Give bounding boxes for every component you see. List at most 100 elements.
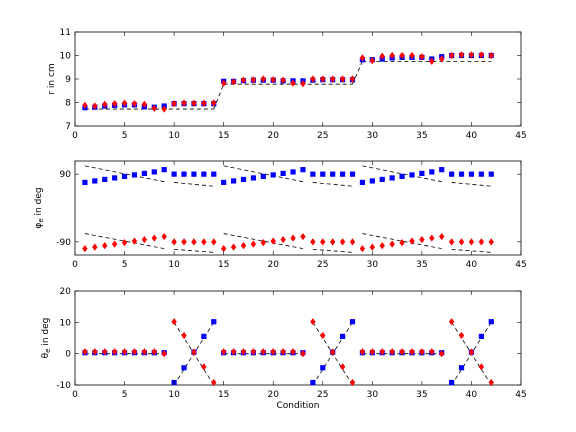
red-diamond-point (181, 331, 187, 340)
red-diamond-point (369, 57, 376, 65)
red-diamond-point (181, 99, 187, 107)
red-diamond-point (111, 348, 118, 356)
blue-square-point (458, 365, 465, 371)
red-diamond-point (151, 234, 157, 242)
red-diamond-point (111, 240, 118, 248)
red-diamond-point (359, 348, 366, 356)
blue-square-point (230, 178, 237, 184)
blue-square-point (131, 172, 138, 178)
blue-square-point (349, 319, 356, 325)
red-diamond-point (369, 348, 376, 356)
red-diamond-point (310, 238, 316, 246)
red-diamond-point (399, 348, 405, 356)
x-tick-label: 25 (317, 260, 328, 270)
red-diamond-point (310, 75, 316, 83)
red-diamond-point (468, 51, 475, 59)
x-tick-label: 20 (267, 131, 279, 141)
red-diamond-point (211, 238, 217, 246)
x-ticks: 0 5 10 15 20 25 30 35 40 45 (72, 291, 527, 400)
red-diamond-point (478, 51, 485, 59)
red-diamond-point (389, 240, 395, 248)
red-diamond-point (161, 350, 167, 358)
red-diamond-point (429, 234, 435, 242)
y-tick-label: 0 (65, 350, 71, 360)
blue-square-point (478, 333, 484, 340)
data-markers (82, 318, 494, 387)
x-tick-label: 40 (466, 390, 478, 400)
red-diamond-point (320, 238, 326, 246)
blue-square-point (300, 167, 306, 173)
red-diamond-point (339, 238, 346, 246)
red-diamond-point (349, 378, 356, 387)
red-diamond-point (211, 99, 217, 107)
y-tick-label: 90 (60, 170, 72, 180)
x-tick-label: 25 (317, 390, 328, 400)
x-tick-label: 0 (72, 131, 78, 141)
red-diamond-point (359, 245, 366, 253)
red-diamond-point (171, 238, 177, 246)
red-diamond-point (329, 348, 336, 356)
red-diamond-point (488, 51, 494, 60)
x-ticks: 0 5 10 15 20 25 30 35 40 45 (72, 161, 527, 270)
x-tick-label: 35 (416, 390, 427, 400)
red-diamond-point (468, 238, 475, 246)
red-diamond-point (300, 350, 306, 358)
red-diamond-point (439, 232, 445, 241)
x-tick-label: 15 (218, 131, 229, 141)
blue-square-point (369, 178, 375, 184)
x-tick-label: 45 (515, 390, 526, 400)
red-diamond-point (211, 378, 217, 387)
axes-frame (74, 160, 522, 256)
red-diamond-point (290, 79, 296, 87)
red-diamond-point (191, 348, 197, 356)
red-diamond-point (250, 240, 257, 248)
blue-square-point (419, 170, 425, 177)
x-tick-label: 30 (367, 260, 379, 270)
y-ticks: 7 8 9 10 11 (60, 28, 521, 132)
red-diamond-point (468, 348, 475, 356)
x-tick-label: 45 (515, 131, 526, 141)
blue-square-point (320, 171, 326, 177)
blue-square-point (399, 173, 405, 180)
red-diamond-point (369, 243, 376, 251)
blue-square-point (92, 178, 98, 184)
blue-square-point (280, 170, 286, 177)
y-tick-label: 10 (60, 318, 72, 328)
y-ticks: -90 90 (56, 170, 521, 248)
x-tick-label: 10 (168, 260, 180, 270)
red-diamond-point (280, 235, 286, 244)
red-diamond-point (448, 318, 455, 326)
x-tick-label: 5 (122, 260, 128, 270)
y-tick-label: -90 (56, 238, 71, 248)
red-diamond-point (300, 232, 306, 241)
red-diamond-point (161, 232, 167, 241)
red-diamond-point (329, 238, 336, 246)
red-diamond-point (399, 238, 405, 247)
x-tick-label: 15 (218, 390, 229, 400)
red-diamond-point (181, 238, 187, 246)
x-tick-label: 40 (466, 260, 478, 270)
red-diamond-point (379, 348, 385, 356)
red-diamond-point (82, 245, 88, 253)
x-tick-label: 0 (72, 260, 78, 270)
red-diamond-point (439, 350, 445, 358)
red-diamond-point (419, 235, 425, 244)
red-diamond-point (92, 102, 98, 110)
red-diamond-point (310, 318, 316, 326)
blue-square-point (320, 365, 326, 371)
red-diamond-point (349, 238, 356, 246)
x-tick-label: 30 (367, 390, 379, 400)
red-diamond-point (171, 318, 177, 326)
red-diamond-point (201, 363, 207, 371)
axes-frame (74, 31, 522, 127)
red-diamond-point (82, 348, 88, 356)
red-diamond-point (270, 348, 276, 356)
blue-square-point (458, 171, 465, 177)
red-diamond-point (260, 75, 267, 83)
red-diamond-point (250, 76, 257, 84)
red-diamond-point (141, 100, 148, 108)
red-diamond-point (488, 378, 494, 387)
blue-square-point (330, 171, 336, 177)
data-markers (82, 51, 494, 113)
